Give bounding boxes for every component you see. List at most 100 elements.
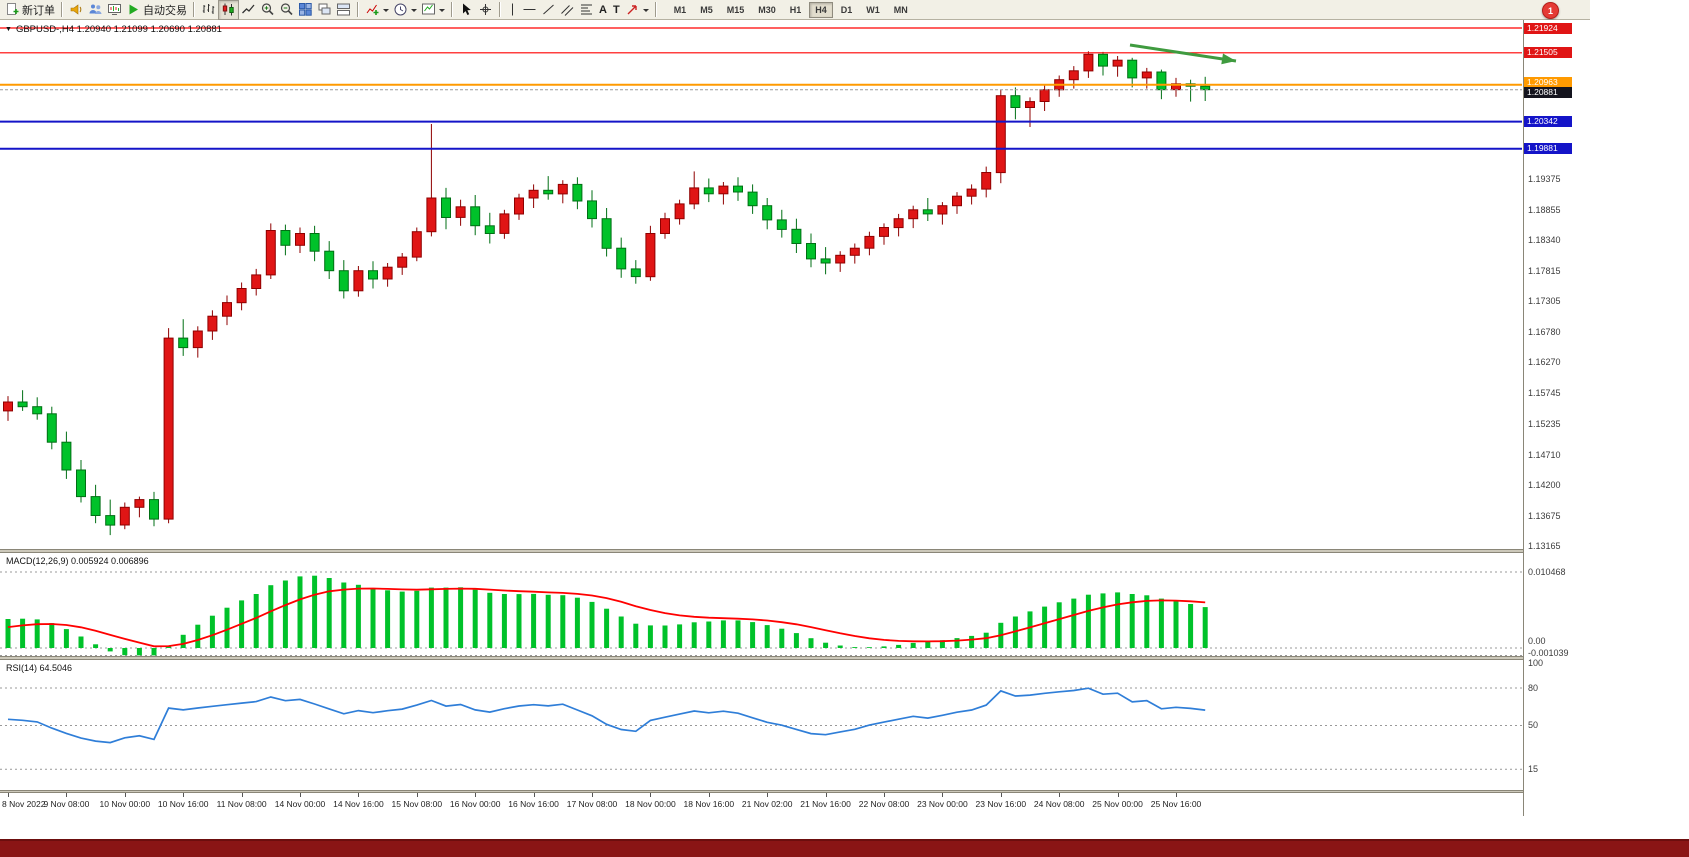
rsi-scale-label: 15 [1528,764,1539,774]
timeframe-button-m5[interactable]: M5 [700,4,713,15]
crosshair-button[interactable] [476,1,495,19]
bar-chart-mode-button[interactable] [199,1,218,19]
autotrading-label: 自动交易 [143,4,187,17]
fibonacci-icon [579,2,594,17]
cursor-icon [459,2,474,17]
channel-button[interactable] [558,1,577,19]
timeframe-button-d1[interactable]: D1 [840,4,853,15]
timeframe-button-m15[interactable]: M15 [726,4,745,15]
autotrading-button[interactable]: 自动交易 [124,1,189,19]
time-tick [650,793,652,797]
price-line-label: 1.19881 [1524,143,1572,155]
price-line-label: 1.20881 [1524,87,1572,99]
panel-separator[interactable] [0,790,1590,793]
timeframe-button-mn[interactable]: MN [893,4,908,15]
tile-windows-button[interactable] [296,1,315,19]
zoom-out-button[interactable] [277,1,296,19]
time-tick [1059,793,1061,797]
timeframe-button-m30[interactable]: M30 [758,4,776,15]
periods-button[interactable] [391,1,419,19]
text-button[interactable]: A [596,1,610,19]
time-axis-label: 21 Nov 02:00 [741,799,793,809]
time-tick [533,793,535,797]
timeframe-group: M1 M5 M15 M30 H1 H4 D1 W1 MN [667,1,915,18]
monitor-chart-icon [107,2,122,17]
toolbar-separator [499,2,501,17]
price-axis-label: 1.14710 [1528,449,1561,460]
play-icon [126,2,141,17]
text-icon: A [599,3,607,16]
toolbar-separator [357,2,359,17]
candlestick-icon [221,2,236,17]
indicators-button[interactable] [363,1,391,19]
toolbar: 新订单 自动交易 A T M1 M5 M15 [0,0,1590,20]
line-chart-mode-button[interactable] [239,1,258,19]
price-axis-label: 1.18340 [1528,234,1561,245]
time-axis-label: 9 Nov 08:00 [43,799,90,809]
chart-canvas[interactable] [0,20,1590,816]
cascade-windows-icon [317,2,332,17]
price-axis-label: 1.17815 [1528,266,1561,276]
price-axis-label: 1.15235 [1528,418,1561,429]
zoom-in-button[interactable] [258,1,277,19]
bar-chart-icon [201,2,216,17]
new-order-button[interactable]: 新订单 [3,1,57,19]
tile-horizontal-button[interactable] [334,1,353,19]
rsi-scale-label: 50 [1528,720,1539,730]
price-axis-label: 1.17305 [1528,296,1561,307]
time-tick [66,793,68,797]
toolbar-separator [61,2,63,17]
symbol-ohlc-line: ▼ GBPUSD-,H4 1.20940 1.21099 1.20690 1.2… [5,24,222,35]
time-tick [475,793,477,797]
time-tick [8,793,9,797]
zoom-out-icon [279,2,294,17]
time-axis-label: 14 Nov 00:00 [274,799,326,809]
trendline-button[interactable] [539,1,558,19]
tile-horizontal-icon [336,2,351,17]
time-axis-label: 23 Nov 16:00 [975,799,1027,809]
alerts-button[interactable] [67,1,86,19]
line-chart-icon [241,2,256,17]
background-window-strip [0,839,1689,857]
label-button[interactable]: T [610,1,623,19]
vertical-line-button[interactable] [505,1,520,19]
timeframe-button-h1[interactable]: H1 [789,4,802,15]
candlestick-mode-button[interactable] [218,0,239,20]
time-axis-label: 23 Nov 00:00 [917,799,968,809]
time-axis[interactable]: 8 Nov 2022 9 Nov 08:00 10 Nov 00:00 10 Nov … [0,793,1590,816]
timeframe-button-m1[interactable]: M1 [673,4,687,15]
toolbar-separator [193,2,195,17]
community-button[interactable] [86,1,105,19]
cursor-button[interactable] [457,1,476,19]
price-axis-label: 1.16270 [1528,357,1561,368]
panel-separator[interactable] [0,656,1590,660]
symbol-ohlc-text: GBPUSD-,H4 1.20940 1.21099 1.20690 1.208… [15,24,222,35]
time-tick [825,793,827,797]
cascade-windows-button[interactable] [315,1,334,19]
timeframe-button-w1[interactable]: W1 [866,4,880,15]
crosshair-icon [478,2,493,17]
price-line-label: 1.20342 [1524,116,1572,128]
time-tick [300,793,301,797]
notification-badge[interactable]: 1 [1542,2,1559,19]
horizontal-line-button[interactable] [520,1,539,19]
rsi-label: RSI(14) 64.5046 [6,663,73,673]
macd-label: MACD(12,26,9) 0.005924 0.006896 [6,556,149,566]
time-axis-label: 11 Nov 08:00 [216,799,267,809]
time-axis-label: 10 Nov 00:00 [99,799,151,809]
fibonacci-button[interactable] [577,1,596,19]
time-tick [708,793,710,797]
arrows-button[interactable] [623,1,651,19]
toolbar-separator [451,2,453,17]
timeframe-button-h4[interactable]: H4 [809,1,833,18]
price-axis-label: 1.13165 [1528,541,1561,551]
time-axis-label: 21 Nov 16:00 [800,799,851,809]
time-tick [416,793,418,797]
time-tick [1000,793,1002,797]
panel-separator[interactable] [0,549,1590,553]
rsi-scale-label: 100 [1528,658,1544,668]
collapse-triangle-icon[interactable]: ▼ [5,26,12,33]
price-axis[interactable]: 1.19375 1.18855 1.18340 1.17815 1.17305 1.167… [1523,20,1591,816]
templates-button[interactable] [419,1,447,19]
terminal-button[interactable] [105,1,124,19]
